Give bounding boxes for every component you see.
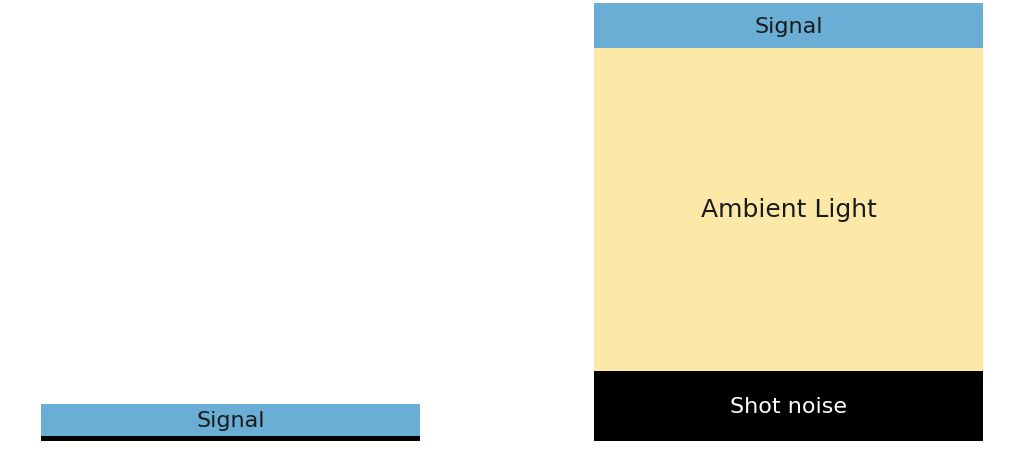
Text: Shot noise: Shot noise: [730, 396, 847, 416]
Bar: [41, 436, 420, 441]
Bar: [41, 404, 420, 436]
Bar: [594, 49, 983, 371]
Bar: [594, 5, 983, 49]
Text: Ambient Light: Ambient Light: [700, 197, 877, 222]
Bar: [594, 371, 983, 441]
Text: Signal: Signal: [197, 410, 264, 430]
Text: Signal: Signal: [755, 16, 822, 36]
